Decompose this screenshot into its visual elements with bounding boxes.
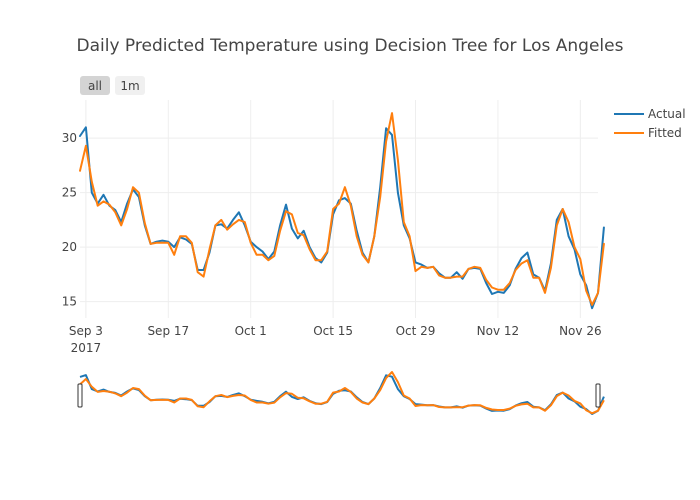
legend: Actual Fitted bbox=[614, 107, 686, 140]
chart-title: Daily Predicted Temperature using Decisi… bbox=[77, 36, 624, 56]
range-button-bg[interactable] bbox=[115, 76, 145, 95]
range-selector-buttons: all 1m bbox=[80, 76, 145, 95]
x-tick-label: Oct 29 bbox=[396, 324, 436, 338]
range-button-bg[interactable] bbox=[80, 76, 110, 95]
y-tick-label: 25 bbox=[62, 186, 77, 200]
range-button-1m[interactable]: 1m bbox=[115, 76, 145, 95]
y-tick-label: 20 bbox=[62, 240, 77, 254]
x-tick-label: Nov 26 bbox=[559, 324, 602, 338]
y-tick-label: 15 bbox=[62, 295, 77, 309]
x-tick-label: Oct 15 bbox=[313, 324, 353, 338]
x-tick-label: Nov 12 bbox=[477, 324, 520, 338]
range-button-label[interactable]: 1m bbox=[120, 79, 139, 93]
series-line-actual bbox=[79, 126, 605, 310]
legend-label-actual[interactable]: Actual bbox=[648, 107, 686, 121]
x-tick-label: Oct 1 bbox=[235, 324, 267, 338]
range-slider[interactable] bbox=[77, 371, 605, 415]
range-button-label[interactable]: all bbox=[88, 79, 102, 93]
series-layer bbox=[79, 112, 605, 310]
slider-series-line-actual bbox=[79, 374, 605, 415]
x-tick-sublabel: 2017 bbox=[71, 341, 102, 355]
slider-handle-right[interactable] bbox=[595, 383, 601, 408]
x-tick-label: Sep 3 bbox=[69, 324, 103, 338]
grid-layer bbox=[80, 100, 598, 318]
slider-series-line-fitted bbox=[79, 371, 605, 415]
series-line-fitted bbox=[79, 112, 605, 306]
x-tick-label: Sep 17 bbox=[147, 324, 189, 338]
y-tick-label: 30 bbox=[62, 131, 77, 145]
y-axis: 15 20 25 30 bbox=[62, 131, 77, 309]
x-axis: Sep 3 2017 Sep 17 Oct 1 Oct 15 Oct 29 Nov 12 No… bbox=[69, 324, 602, 355]
slider-handle-left[interactable] bbox=[77, 383, 83, 408]
legend-label-fitted[interactable]: Fitted bbox=[648, 126, 682, 140]
range-button-all[interactable]: all bbox=[80, 76, 110, 95]
